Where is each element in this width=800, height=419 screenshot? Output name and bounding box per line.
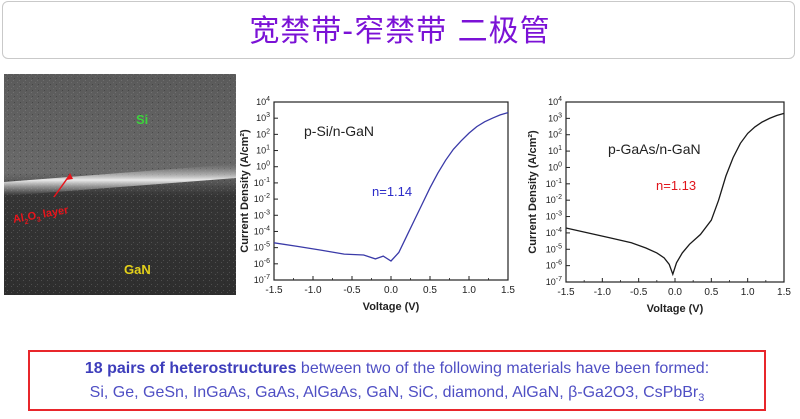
- series-line: [273, 111, 509, 262]
- sample-annotation: p-GaAs/n-GaN: [608, 141, 701, 157]
- x-tick-label: 0.5: [423, 285, 437, 296]
- sample-annotation: p-Si/n-GaN: [304, 123, 374, 139]
- label-si: Si: [136, 112, 149, 127]
- chart-psi-ngan: -1.5 -1.0 -0.5 0.0 0.5 1.0 1.5 10-7 10-6 10-5 10-4…: [239, 96, 515, 313]
- x-tick-label: 1.0: [462, 285, 476, 296]
- tem-image-graphic: [4, 74, 236, 295]
- ideality-factor: n=1.14: [372, 184, 412, 199]
- y-tick-label: 101: [256, 145, 270, 156]
- arrow-head: [66, 173, 73, 180]
- ideality-factor: n=1.13: [656, 178, 696, 193]
- y-tick-label: 104: [548, 96, 562, 107]
- y-tick-label: 103: [256, 112, 270, 123]
- tem-cross-section-image: Si Al2O3 layer GaN: [4, 74, 236, 295]
- y-tick-label: 10-3: [254, 209, 270, 220]
- x-tick-label: 0.0: [668, 287, 682, 298]
- y-tick-label: 10-4: [254, 225, 270, 236]
- x-axis-label: Voltage (V): [363, 301, 420, 313]
- y-tick-label: 10-5: [546, 243, 562, 254]
- label-gan: GaN: [124, 262, 151, 277]
- title-box: [2, 1, 795, 59]
- y-axis-label: Current Density (A/cm²): [527, 130, 539, 254]
- y-tick-label: 101: [548, 145, 562, 156]
- chart-pgaas-ngan: -1.5 -1.0 -0.5 0.0 0.5 1.0 1.5 10-7 10-6 10-5 10-4…: [527, 96, 791, 315]
- slide-title: 宽禁带-窄禁带 二极管: [249, 14, 551, 49]
- y-tick-label: 10-4: [546, 227, 562, 238]
- heterostructures-line2: Si, Ge, GeSn, InGaAs, GaAs, AlGaAs, GaN,…: [89, 384, 705, 405]
- y-tick-label: 10-6: [254, 258, 270, 269]
- y-tick-label: 100: [548, 161, 562, 172]
- heterostructures-line1: 18 pairs of heterostructures between two…: [84, 360, 710, 377]
- x-axis-label: Voltage (V): [647, 303, 704, 315]
- heterostructures-box: 18 pairs of heterostructures between two…: [28, 350, 766, 411]
- y-tick-label: 10-1: [546, 178, 562, 189]
- y-tick-label: 103: [548, 112, 562, 123]
- x-tick-label: -1.0: [304, 285, 322, 296]
- y-tick-label: 10-2: [254, 193, 270, 204]
- series-line: [565, 112, 785, 277]
- y-tick-label: 104: [256, 96, 270, 107]
- x-tick-label: 1.5: [777, 287, 791, 298]
- x-tick-label: -0.5: [630, 287, 648, 298]
- x-tick-label: 0.0: [384, 285, 398, 296]
- y-tick-label: 10-3: [546, 211, 562, 222]
- y-tick-label: 10-7: [546, 276, 562, 287]
- x-tick-label: 1.5: [501, 285, 515, 296]
- y-tick-label: 102: [548, 129, 562, 140]
- y-tick-label: 100: [256, 161, 270, 172]
- y-axis-label: Current Density (A/cm²): [239, 129, 251, 253]
- x-tick-label: 0.5: [704, 287, 718, 298]
- x-tick-label: -0.5: [343, 285, 361, 296]
- x-tick-label: -1.5: [557, 287, 575, 298]
- y-tick-label: 102: [256, 128, 270, 139]
- y-tick-label: 10-2: [546, 194, 562, 205]
- y-tick-label: 10-1: [254, 177, 270, 188]
- y-tick-label: 10-5: [254, 242, 270, 253]
- y-tick-label: 10-6: [546, 260, 562, 271]
- x-tick-label: 1.0: [741, 287, 755, 298]
- x-tick-label: -1.5: [265, 285, 283, 296]
- x-tick-label: -1.0: [594, 287, 612, 298]
- y-tick-label: 10-7: [254, 274, 270, 285]
